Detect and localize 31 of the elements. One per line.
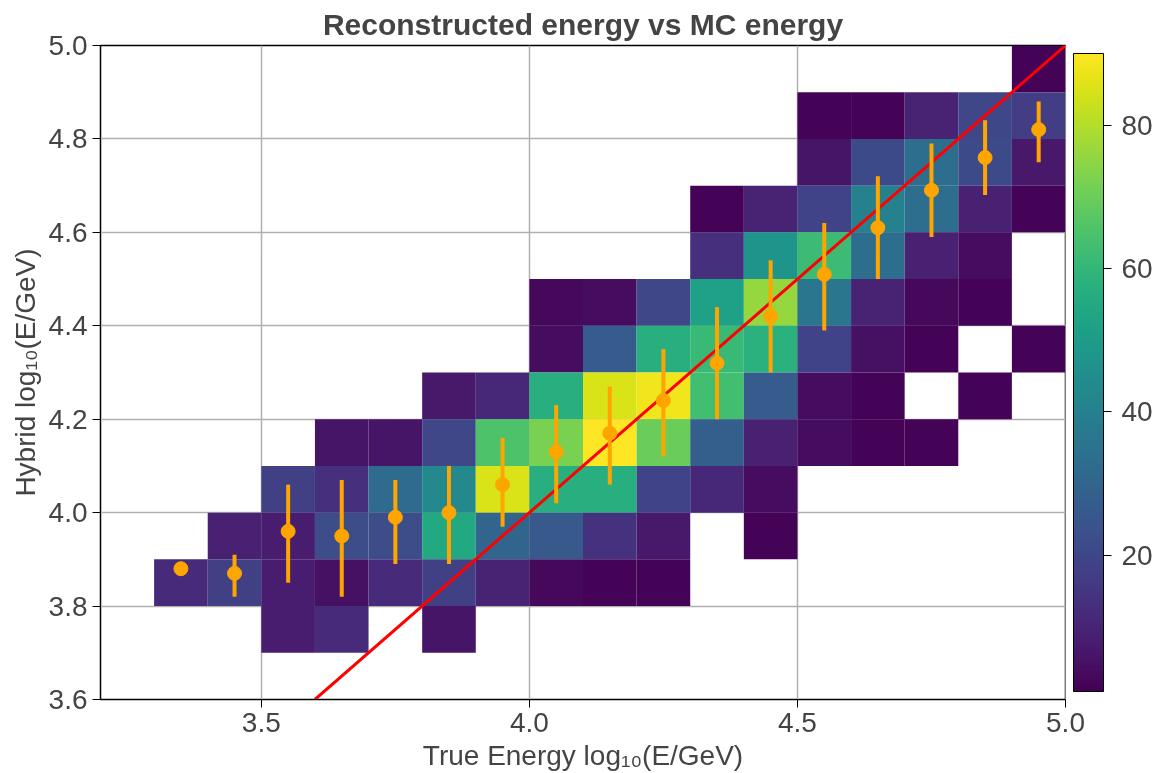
x-tick-label: 3.5 — [241, 706, 281, 738]
point — [387, 509, 403, 525]
point — [441, 505, 457, 521]
y-tick-label: 4.4 — [48, 310, 88, 342]
point — [709, 355, 725, 371]
y-tick-label: 3.6 — [48, 684, 88, 715]
color-bar-label: 20 — [1121, 539, 1153, 571]
x-tick-label: 4.5 — [777, 706, 817, 738]
y-tick-label: 4.8 — [48, 123, 88, 155]
color-bar-label: 80 — [1121, 109, 1153, 141]
point — [227, 565, 243, 581]
y-tick-label: 4.2 — [48, 403, 88, 435]
y-tick-label: 3.8 — [48, 590, 88, 622]
point — [870, 220, 886, 236]
x-axis-title: True Energy log₁₀(E/GeV) — [422, 739, 744, 771]
chart-title: Reconstructed energy vs MC energy — [322, 7, 844, 41]
color-bar-label: 40 — [1121, 396, 1153, 428]
point — [602, 425, 618, 441]
point — [1031, 122, 1047, 138]
y-tick-label: 5.0 — [48, 30, 88, 61]
y-tick-label: 4.6 — [48, 216, 88, 248]
point — [763, 308, 779, 324]
color-bar-label: 60 — [1121, 253, 1153, 285]
y-tick-label: 4.0 — [48, 497, 88, 529]
x-tick-label: 4.0 — [509, 706, 549, 738]
point — [173, 561, 189, 577]
point — [548, 444, 564, 460]
y-axis-title: Hybrid log₁₀(E/GeV) — [9, 248, 41, 497]
point — [816, 266, 832, 282]
point — [923, 182, 939, 198]
x-tick-label: 5.0 — [1046, 706, 1085, 738]
